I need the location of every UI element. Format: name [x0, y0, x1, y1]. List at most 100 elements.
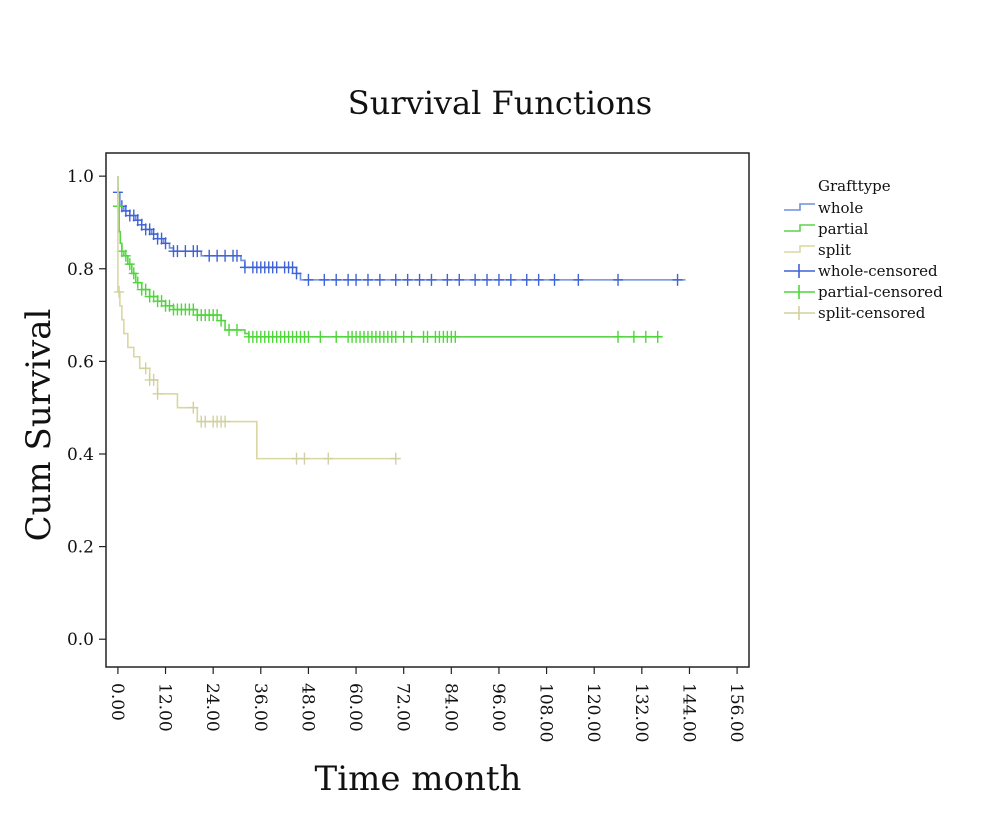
series-layer [112, 176, 686, 465]
censor-mark-whole [287, 261, 298, 274]
censor-mark-partial [652, 330, 663, 343]
censor-mark-partial [303, 330, 314, 343]
y-axis: 0.0 0.2 0.4 0.6 0.8 1.0 [67, 167, 106, 650]
censor-mark-split [148, 373, 159, 386]
y-tick-label: 0.8 [67, 260, 94, 280]
censor-mark-split [140, 362, 151, 375]
censor-mark-whole [672, 273, 683, 286]
x-tick-label: 144.00 [678, 683, 698, 742]
censor-mark-whole [331, 273, 342, 286]
y-tick-label: 1.0 [67, 167, 94, 187]
censor-mark-partial [120, 249, 131, 262]
censor-mark-whole [470, 273, 481, 286]
legend: Grafttype whole partial split whole-censore… [784, 177, 943, 322]
legend-label: split-censored [818, 304, 926, 322]
censor-mark-partial [331, 330, 342, 343]
censor-mark-whole [533, 273, 544, 286]
y-axis-title: Cum Survival [19, 309, 59, 542]
censor-mark-split [114, 285, 125, 298]
censor-mark-whole [291, 267, 302, 280]
y-tick-label: 0.0 [67, 630, 94, 650]
x-tick-label: 120.00 [583, 683, 603, 742]
censor-mark-whole [482, 273, 493, 286]
x-axis: 0.00 12.00 24.00 36.00 48.00 60.00 72.00 84.00 9… [107, 667, 746, 742]
censor-mark-split [152, 387, 163, 400]
survival-curve-partial [117, 176, 662, 338]
censor-mark-split [188, 401, 199, 414]
censor-mark-split [220, 415, 231, 428]
legend-label: whole-censored [818, 262, 938, 280]
x-tick-label: 84.00 [440, 683, 460, 732]
legend-swatch [784, 285, 815, 299]
legend-item-partial-censored: partial-censored [784, 283, 943, 301]
legend-item-whole: whole [784, 199, 863, 217]
censor-mark-partial [231, 323, 242, 336]
legend-label: partial-censored [818, 283, 943, 301]
legend-swatch [784, 245, 815, 253]
censor-mark-whole [303, 273, 314, 286]
censor-mark-partial [216, 314, 227, 327]
legend-item-split-censored: split-censored [784, 304, 926, 322]
x-tick-label: 108.00 [536, 683, 556, 742]
censor-mark-partial [140, 283, 151, 296]
censor-mark-partial [628, 330, 639, 343]
series-whole [112, 176, 686, 286]
y-tick-label: 0.4 [67, 445, 94, 465]
censor-mark-whole [573, 273, 584, 286]
legend-item-whole-censored: whole-censored [784, 262, 938, 280]
legend-label: split [818, 241, 851, 259]
x-tick-label: 36.00 [250, 683, 270, 732]
censor-mark-whole [160, 237, 171, 250]
censor-mark-whole [414, 273, 425, 286]
censor-mark-partial [640, 330, 651, 343]
censor-mark-whole [351, 273, 362, 286]
series-split [114, 176, 401, 465]
censor-mark-whole [402, 273, 413, 286]
x-axis-title: Time month [315, 759, 522, 799]
x-tick-label: 60.00 [345, 683, 365, 732]
censor-mark-whole [231, 249, 242, 262]
chart-title: Survival Functions [348, 84, 652, 122]
censor-mark-partial [315, 330, 326, 343]
x-tick-label: 0.00 [107, 683, 127, 721]
x-tick-label: 96.00 [488, 683, 508, 732]
censor-mark-partial [124, 258, 135, 271]
censor-mark-whole [521, 273, 532, 286]
legend-swatch [784, 306, 815, 320]
x-tick-label: 72.00 [393, 683, 413, 732]
censor-mark-partial [406, 330, 417, 343]
censor-mark-partial [128, 267, 139, 280]
legend-swatch [784, 224, 815, 232]
legend-title: Grafttype [818, 177, 891, 195]
legend-swatch [784, 203, 815, 211]
x-tick-label: 12.00 [155, 683, 175, 732]
legend-swatch [784, 264, 815, 278]
censor-mark-partial [132, 276, 143, 289]
censor-mark-whole [493, 273, 504, 286]
x-tick-label: 156.00 [726, 683, 746, 742]
legend-label: whole [818, 199, 863, 217]
x-tick-label: 24.00 [202, 683, 222, 732]
censor-mark-whole [505, 273, 516, 286]
censor-mark-partial [450, 330, 461, 343]
censor-mark-whole [362, 273, 373, 286]
y-tick-label: 0.6 [67, 352, 94, 372]
censor-mark-partial [613, 330, 624, 343]
x-tick-label: 132.00 [631, 683, 651, 742]
x-tick-label: 48.00 [297, 683, 317, 732]
survival-curve-whole [117, 176, 686, 281]
censor-mark-split [299, 452, 310, 465]
censor-mark-split [390, 452, 401, 465]
legend-item-split: split [784, 241, 851, 259]
censor-mark-whole [319, 273, 330, 286]
censor-mark-whole [426, 273, 437, 286]
censor-mark-whole [613, 273, 624, 286]
censor-mark-whole [374, 273, 385, 286]
survival-curve-split [117, 176, 396, 460]
censor-mark-whole [454, 273, 465, 286]
legend-item-partial: partial [784, 220, 868, 238]
censor-mark-whole [192, 245, 203, 258]
series-partial [112, 176, 663, 343]
censor-mark-split [323, 452, 334, 465]
